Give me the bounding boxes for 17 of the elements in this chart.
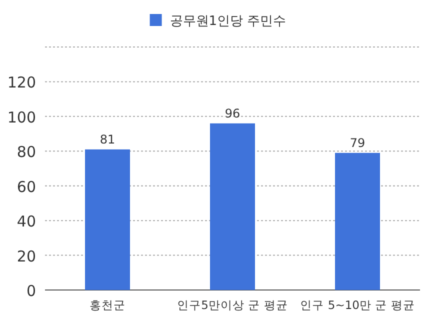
y-tick-label: 120 xyxy=(7,74,36,92)
y-tick-label: 100 xyxy=(7,108,36,126)
bar xyxy=(85,149,130,290)
y-tick-label: 80 xyxy=(16,143,36,162)
data-label: 79 xyxy=(350,136,366,150)
x-tick-label: 홍천군 xyxy=(90,298,126,312)
legend: 공무원1인당 주민수 xyxy=(150,14,286,29)
data-label: 96 xyxy=(224,106,240,120)
y-tick-label: 60 xyxy=(16,178,36,196)
data-label: 81 xyxy=(100,132,116,146)
bar xyxy=(210,123,255,290)
y-tick-label: 0 xyxy=(26,282,36,300)
y-tick-label: 20 xyxy=(16,247,36,266)
x-tick-label: 인구 5~10만 군 평균 xyxy=(300,298,415,312)
bar xyxy=(335,152,380,290)
x-tick-label: 인구5만이상 군 평균 xyxy=(177,298,288,312)
y-tick-label: 40 xyxy=(16,212,36,231)
